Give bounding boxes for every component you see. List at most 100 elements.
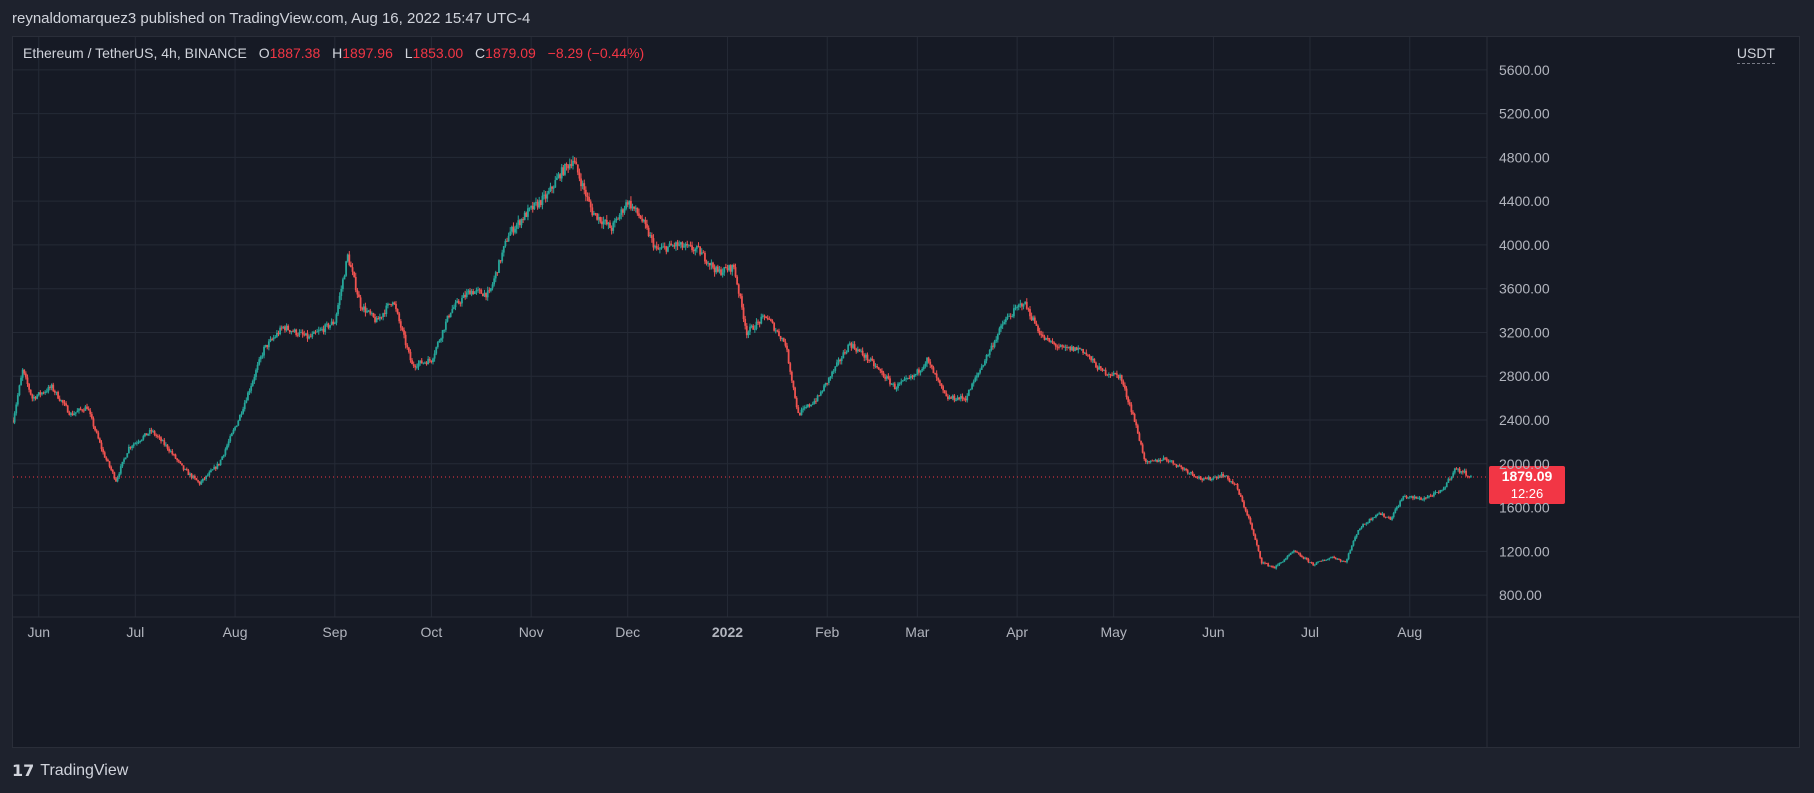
candle-body (673, 245, 676, 247)
candle (660, 243, 663, 250)
candle-body (1355, 534, 1358, 538)
candle-body (988, 349, 991, 355)
candle-body (620, 209, 623, 215)
candle (1132, 410, 1134, 416)
candle-body (1062, 346, 1065, 348)
candle (533, 202, 536, 210)
candle (33, 394, 35, 402)
candle-body (1004, 319, 1007, 322)
symbol-label[interactable]: Ethereum / TetherUS, 4h, BINANCE (23, 45, 247, 61)
candle (253, 374, 256, 384)
candle-body (922, 366, 925, 370)
candle (663, 242, 666, 250)
candle-body (501, 252, 504, 262)
candle-body (251, 381, 254, 386)
candle-body (1354, 537, 1356, 541)
candle-body (317, 330, 320, 332)
candle-body (1067, 346, 1070, 348)
candle (755, 318, 758, 331)
candle-body (1058, 346, 1060, 348)
candle (831, 370, 833, 379)
candle (1376, 513, 1379, 517)
candle-body (853, 344, 856, 349)
candle (168, 446, 170, 454)
candle (634, 205, 637, 213)
candle (420, 358, 423, 364)
candle-body (221, 456, 224, 460)
candle (1185, 467, 1187, 472)
candle (218, 463, 220, 467)
candle-body (465, 292, 468, 297)
x-tick-label: Aug (1397, 624, 1422, 640)
candle (1144, 458, 1147, 465)
candle (1128, 399, 1131, 407)
candle-body (1093, 358, 1096, 363)
candle (699, 246, 702, 257)
candle-body (964, 398, 967, 401)
candle (81, 408, 84, 413)
candle (1241, 495, 1244, 503)
candle (871, 355, 874, 362)
candle (724, 263, 727, 269)
candle-body (591, 207, 594, 216)
candle-body (1386, 516, 1389, 518)
candle-body (1458, 468, 1461, 473)
candle (422, 362, 425, 365)
candle (1130, 402, 1133, 415)
candle-body (1045, 338, 1047, 340)
candle (475, 287, 478, 295)
candle (1120, 374, 1123, 384)
candle-body (1331, 556, 1334, 558)
candle (948, 394, 951, 400)
candle (1315, 561, 1318, 565)
candle (1289, 552, 1292, 556)
candle-body (255, 370, 257, 378)
candle (174, 453, 177, 460)
candle-body (60, 400, 63, 401)
candle (295, 328, 298, 337)
candle-body (1341, 560, 1344, 562)
candle (491, 282, 494, 291)
candle (728, 264, 730, 272)
candle-body (565, 163, 568, 166)
candle (1193, 473, 1196, 478)
candle-body (914, 374, 917, 376)
candle (1460, 471, 1463, 475)
published-header: reynaldomarquez3 published on TradingVie… (0, 0, 1814, 36)
candle (835, 359, 838, 367)
candle-body (201, 478, 204, 482)
candle-body (345, 261, 347, 276)
candle-body (399, 321, 402, 328)
candle-body (1194, 476, 1197, 478)
candle-body (316, 331, 319, 333)
candle (893, 381, 896, 390)
candle-body (110, 466, 113, 470)
candle-body (969, 389, 972, 391)
candle (1090, 356, 1093, 363)
candle (816, 394, 819, 402)
candle-body (586, 196, 589, 198)
candle (988, 348, 991, 358)
candle (832, 368, 835, 375)
candle (34, 396, 37, 401)
candle (298, 329, 301, 338)
candle (103, 450, 106, 458)
candle (1009, 313, 1012, 320)
candle (499, 260, 502, 264)
candle-body (918, 369, 920, 373)
candle-body (81, 409, 84, 411)
currency-label[interactable]: USDT (1736, 45, 1775, 64)
candle (1284, 557, 1287, 561)
candle-body (633, 206, 636, 209)
candle (929, 359, 932, 369)
candles (13, 155, 1472, 570)
candle (448, 314, 450, 319)
candle-body (704, 252, 706, 262)
candle (1352, 540, 1355, 547)
candle-body (1140, 440, 1142, 445)
chart-panel[interactable]: 1879.09 12:26 800.00 1200.00 1600.00 2000.00… (12, 36, 1800, 748)
candle (1201, 477, 1204, 483)
candle (1431, 494, 1434, 497)
candle (847, 343, 850, 353)
